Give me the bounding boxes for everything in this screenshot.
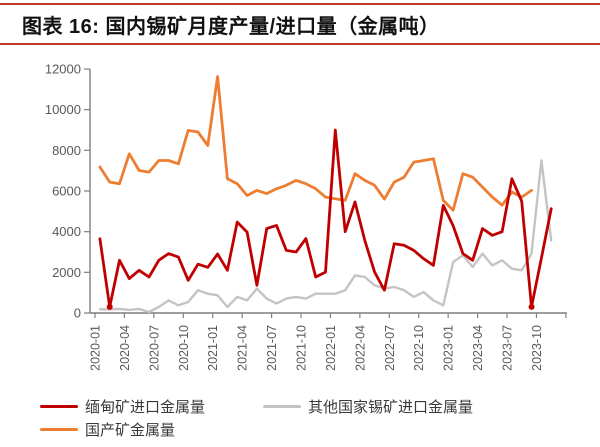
y-tick-label: 4000 (52, 224, 81, 239)
legend-swatch-domestic (40, 428, 78, 431)
x-tick-label: 2023-10 (530, 325, 544, 371)
x-tick-label: 2021-04 (236, 325, 250, 371)
line-myanmar-imports (98, 128, 553, 309)
x-tick-label: 2021-01 (206, 325, 220, 371)
point-marker-myanmar-imports (106, 303, 113, 310)
x-tick-label: 2023-01 (442, 325, 456, 371)
legend-item-domestic: 国产矿金属量 (40, 419, 175, 440)
x-tick-label: 2021-07 (265, 325, 279, 371)
page-title: 图表 16: 国内锡矿月度产量/进口量（金属吨） (22, 16, 440, 38)
legend-swatch-myanmar (40, 405, 78, 408)
y-tick-label: 10000 (45, 102, 81, 117)
y-tick-label: 8000 (52, 143, 81, 158)
legend-label-other-countries: 其他国家锡矿进口金属量 (308, 399, 474, 416)
x-tick-label: 2021-10 (295, 325, 309, 371)
x-tick-label: 2020-07 (147, 325, 161, 371)
legend-item-myanmar: 缅甸矿进口金属量 (40, 396, 205, 417)
chart-canvas: 0 2000 4000 6000 8000 10000 12000 2020-01 2020-0… (45, 62, 567, 371)
y-tick-label: 0 (74, 306, 81, 321)
line-other-countries-imports (98, 159, 553, 314)
y-tick-label: 6000 (52, 184, 81, 199)
legend-swatch-other-countries (263, 405, 301, 408)
chart-area: 0 2000 4000 6000 8000 10000 12000 2020-01 2020-0… (0, 50, 600, 390)
y-tick-label: 12000 (45, 62, 81, 77)
x-tick-label: 2022-01 (324, 325, 338, 371)
legend-label-domestic: 国产矿金属量 (85, 422, 176, 439)
title-rule-bottom (0, 43, 600, 45)
x-tick-label: 2020-04 (118, 325, 132, 371)
point-marker-myanmar-imports (528, 303, 535, 310)
x-tick-label: 2020-10 (177, 325, 191, 371)
x-tick-label: 2022-07 (383, 325, 397, 371)
x-tick-label: 2022-04 (353, 325, 367, 371)
line-domestic-production (98, 75, 533, 212)
title-rule-top (0, 3, 600, 5)
x-tick-label: 2023-07 (501, 325, 515, 371)
legend-label-myanmar: 缅甸矿进口金属量 (85, 399, 206, 416)
y-tick-label: 2000 (52, 265, 81, 280)
legend-item-other-countries: 其他国家锡矿进口金属量 (263, 396, 473, 417)
x-tick-label: 2022-10 (412, 325, 426, 371)
x-tick-label: 2020-01 (89, 325, 103, 371)
x-tick-label: 2023-04 (471, 325, 485, 371)
